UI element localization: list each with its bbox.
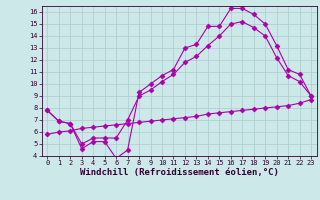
X-axis label: Windchill (Refroidissement éolien,°C): Windchill (Refroidissement éolien,°C) [80,168,279,177]
